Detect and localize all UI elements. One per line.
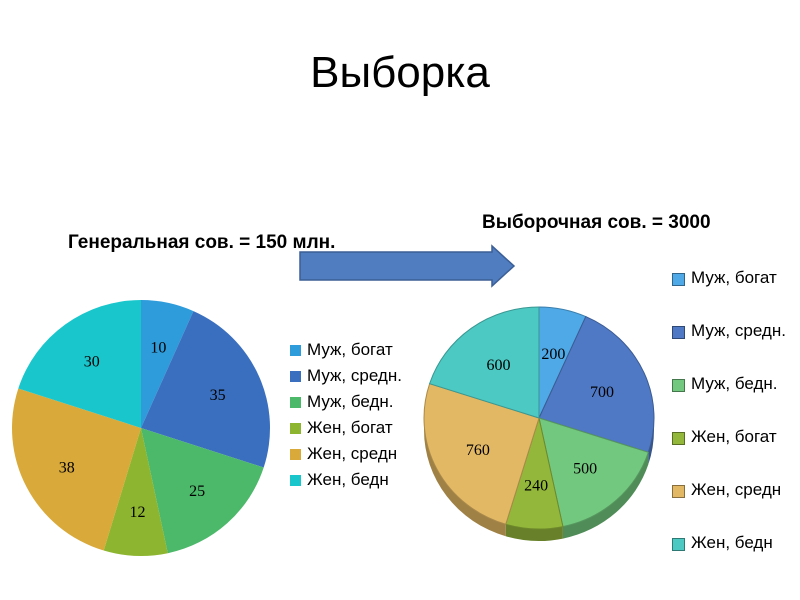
general-legend-item: Муж, бедн.: [290, 392, 394, 412]
general-data-label: 12: [129, 504, 145, 521]
general-legend-item: Жен, средн: [290, 444, 397, 464]
legend-label: Жен, средн: [691, 480, 782, 499]
general-legend-item: Жен, богат: [290, 418, 393, 438]
legend-swatch: [290, 449, 301, 460]
sample-slice-side: [424, 418, 506, 537]
legend-label: Муж, богат: [307, 340, 393, 359]
general-slice: [103, 428, 168, 556]
general-slice: [141, 428, 264, 554]
sample-slice-side: [562, 452, 649, 539]
sample-slice: [428, 306, 540, 419]
general-slice: [11, 388, 141, 551]
sample-data-label: 760: [466, 442, 490, 459]
legend-label: Жен, бедн: [307, 470, 389, 489]
legend-swatch: [672, 326, 685, 339]
pie-chart-general: 10 35 25 12 38 30: [11, 300, 270, 556]
legend-swatch: [672, 485, 685, 498]
general-slice: [18, 300, 142, 428]
legend-swatch: [290, 345, 301, 356]
sample-data-label: 700: [590, 384, 614, 401]
legend-label: Жен, средн: [307, 444, 398, 463]
legend-label: Муж, бедн.: [307, 392, 394, 411]
legend-swatch: [672, 538, 685, 551]
general-legend-item: Жен, бедн: [290, 470, 389, 490]
sample-legend-item: Жен, бедн: [672, 533, 797, 553]
sample-legend-item: Муж, бедн.: [672, 374, 797, 394]
sample-data-label: 500: [573, 460, 597, 477]
legend-swatch: [290, 423, 301, 434]
legend-label: Жен, бедн: [691, 533, 773, 552]
sample-slice-side: [648, 418, 654, 465]
general-data-label: 10: [150, 340, 166, 357]
slide-title: Выборка: [310, 48, 490, 97]
legend-label: Жен, богат: [691, 427, 777, 446]
general-population-label: Генеральная сов. = 150 млн.: [68, 232, 336, 253]
legend-swatch: [672, 379, 685, 392]
sample-slice-side: [505, 524, 563, 541]
sample-data-label: 240: [524, 478, 548, 495]
sample-legend-item: Жен, богат: [672, 427, 797, 447]
general-data-label: 25: [189, 483, 205, 500]
pie-chart-sample: 200 700 500 240 760 600: [423, 306, 655, 541]
legend-label: Муж, богат: [691, 268, 777, 287]
sample-data-label: 600: [486, 357, 510, 374]
sample-legend-item: Муж, богат: [672, 268, 797, 288]
legend-label: Муж, средн.: [307, 366, 402, 385]
general-legend-item: Муж, средн.: [290, 366, 402, 386]
general-legend-item: Муж, богат: [290, 340, 393, 360]
sample-slice: [538, 417, 650, 528]
general-data-label: 35: [210, 387, 226, 404]
sample-data-label: 200: [541, 346, 565, 363]
general-slice: [141, 311, 270, 468]
general-data-label: 38: [59, 460, 75, 477]
legend-swatch: [290, 371, 301, 382]
legend-label: Муж, средн.: [691, 321, 786, 340]
legend-swatch: [672, 432, 685, 445]
general-data-label: 30: [84, 354, 100, 371]
legend-swatch: [290, 397, 301, 408]
legend-label: Муж, бедн.: [691, 374, 778, 393]
sample-slice: [538, 315, 655, 453]
arrow-right-icon: [299, 244, 516, 288]
legend-swatch: [290, 475, 301, 486]
legend-label: Жен, богат: [307, 418, 393, 437]
legend-swatch: [672, 273, 685, 286]
sample-slice: [423, 383, 540, 525]
sample-legend-item: Муж, средн.: [672, 321, 797, 341]
sample-legend-item: Жен, средн: [672, 480, 797, 500]
sample-population-label: Выборочная сов. = 3000: [482, 212, 711, 233]
general-slice: [141, 300, 194, 428]
